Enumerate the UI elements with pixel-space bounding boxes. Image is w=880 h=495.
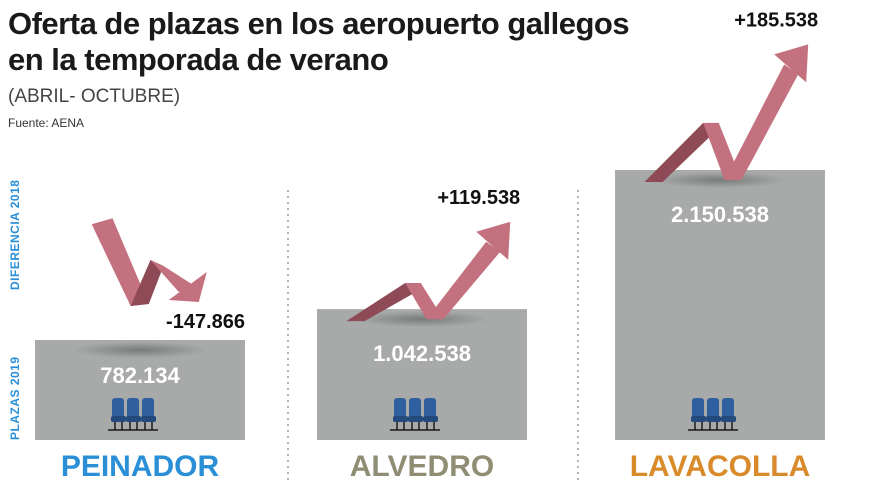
chart-subtitle: (ABRIL- OCTUBRE) — [8, 86, 181, 107]
difference-value-label: +185.538 — [734, 9, 818, 31]
arrow-shadow — [354, 311, 490, 328]
seat-icon — [688, 398, 738, 431]
seat-icon — [108, 398, 158, 431]
chart-title: Oferta de plazas en los aeropuerto galle… — [8, 6, 630, 77]
difference-arrow — [346, 221, 511, 322]
column-dividers — [287, 190, 579, 480]
plazas-value-label: 1.042.538 — [373, 341, 471, 366]
difference-arrow — [91, 218, 207, 306]
difference-value-label: -147.866 — [166, 311, 245, 333]
airport-name-label: PEINADOR — [61, 450, 220, 483]
difference-value-label: +119.538 — [437, 187, 520, 209]
difference-arrow — [644, 44, 809, 182]
plazas-bar — [615, 170, 825, 440]
airport-name-label: LAVACOLLA — [630, 450, 811, 483]
plazas-value-label: 782.134 — [100, 363, 180, 388]
chart-source: Fuente: AENA — [8, 116, 85, 130]
plazas-value-label: 2.150.538 — [671, 202, 769, 227]
arrow-shadow — [72, 342, 208, 358]
seat-icon — [390, 398, 440, 431]
airport-name-label: ALVEDRO — [350, 450, 494, 483]
arrow-shadow — [652, 172, 788, 188]
